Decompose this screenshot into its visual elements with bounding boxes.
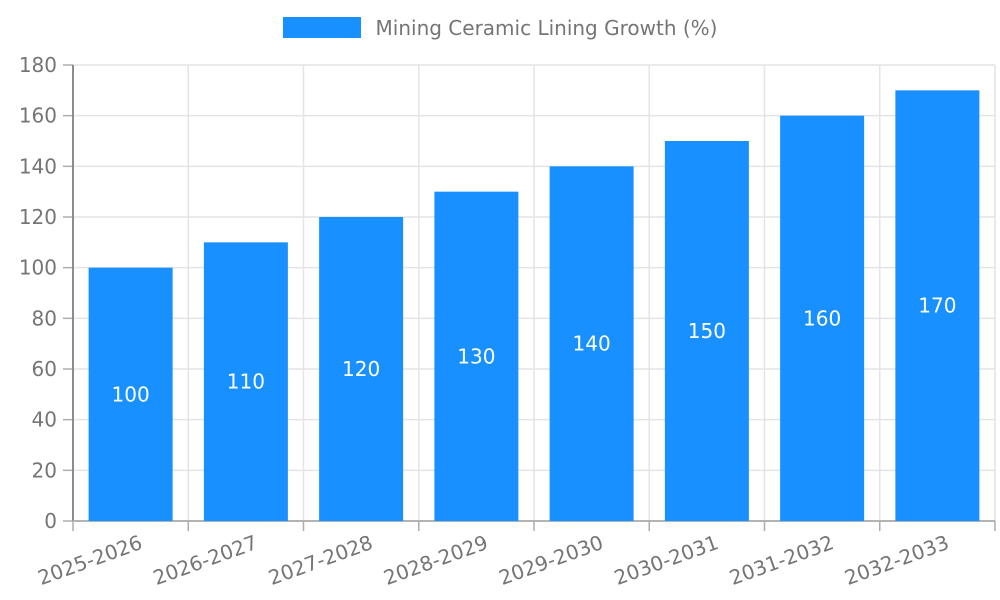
bar-value-label: 140 (573, 332, 611, 356)
y-tick-label: 140 (19, 154, 57, 178)
bar (203, 242, 288, 522)
bar-value-label: 170 (918, 294, 956, 318)
y-tick-label: 100 (19, 256, 57, 280)
x-tick-label: 2028-2029 (380, 530, 491, 590)
bar-value-label: 160 (803, 306, 841, 330)
y-tick-label: 80 (32, 306, 57, 330)
x-tick-label: 2026-2027 (150, 530, 261, 590)
legend-swatch (282, 17, 361, 38)
bar (780, 115, 865, 522)
x-tick-label: 2027-2028 (265, 530, 376, 590)
bar (319, 217, 404, 521)
bar (549, 166, 634, 522)
bar-value-label: 110 (227, 370, 265, 394)
bar (434, 191, 519, 521)
bar-value-label: 120 (342, 357, 380, 381)
legend-label: Mining Ceramic Lining Growth (%) (375, 15, 718, 40)
bar (664, 141, 749, 521)
y-tick-label: 180 (19, 53, 57, 77)
y-tick-label: 120 (19, 205, 57, 229)
y-tick-label: 40 (32, 408, 57, 432)
bar-value-label: 100 (112, 382, 150, 406)
y-tick-label: 20 (32, 458, 57, 482)
y-tick-label: 160 (19, 104, 57, 128)
x-tick-label: 2030-2031 (611, 530, 722, 590)
bar (895, 90, 980, 521)
x-tick-label: 2031-2032 (726, 530, 837, 590)
bar (88, 267, 173, 521)
y-tick-label: 0 (44, 509, 57, 533)
x-tick-label: 2029-2030 (496, 530, 607, 590)
legend-item[interactable]: Mining Ceramic Lining Growth (%) (0, 17, 1000, 38)
bar-value-label: 130 (457, 344, 495, 368)
x-tick-label: 2032-2033 (841, 530, 952, 590)
x-tick-label: 2025-2026 (35, 530, 146, 590)
bar-value-label: 150 (688, 319, 726, 343)
y-tick-label: 60 (32, 357, 57, 381)
